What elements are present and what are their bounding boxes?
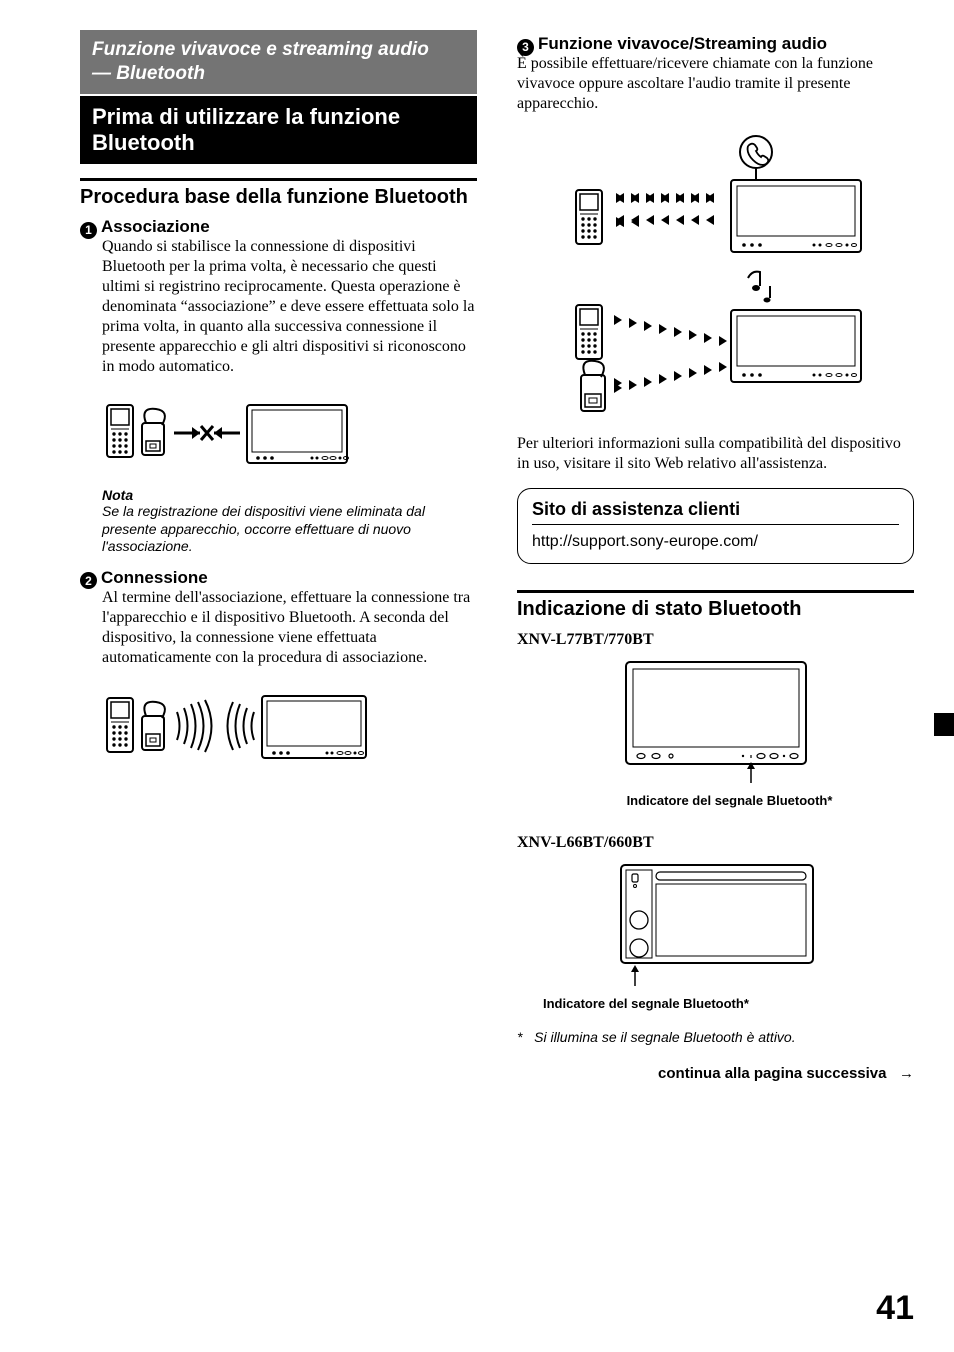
support-title: Sito di assistenza clienti (532, 499, 899, 520)
step-num-1: 1 (80, 222, 97, 239)
support-box: Sito di assistenza clienti http://suppor… (517, 488, 914, 564)
h2-procedura: Procedura base della funzione Bluetooth (80, 185, 477, 209)
rule (80, 178, 477, 181)
compat-text: Per ulteriori informazioni sulla compati… (517, 434, 914, 474)
continue-line: continua alla pagina successiva → (517, 1065, 914, 1082)
band1-line1: Funzione vivavoce e streaming audio (92, 39, 429, 60)
step-body-2: Al termine dell'associazione, effettuare… (102, 588, 477, 668)
step-title-3: Funzione vivavoce/Streaming audio (538, 34, 827, 54)
band2-line2: Bluetooth (92, 130, 195, 155)
step-body-3: È possibile effettuare/ricevere chiamate… (517, 54, 914, 114)
step-title-1: Associazione (101, 217, 210, 237)
indicator-caption-1: Indicatore del segnale Bluetooth (627, 793, 828, 808)
footnote-mark: * (517, 1029, 522, 1045)
arrow-right-icon: → (899, 1065, 914, 1082)
note-heading: Nota (102, 487, 477, 503)
support-url: http://support.sony-europe.com/ (532, 533, 899, 551)
h2-indicazione: Indicazione di stato Bluetooth (517, 597, 914, 621)
step-vivavoce: 3 Funzione vivavoce/Streaming audio È po… (517, 34, 914, 114)
page-body: Funzione vivavoce e streaming audio — Bl… (0, 0, 954, 1102)
footnote: * Si illumina se il segnale Bluetooth è … (517, 1029, 914, 1045)
right-column: 3 Funzione vivavoce/Streaming audio È po… (517, 30, 914, 1082)
step-body-1: Quando si stabilisce la connessione di d… (102, 237, 477, 377)
edge-tab (934, 713, 954, 736)
band2-line1: Prima di utilizzare la funzione (92, 104, 400, 129)
step-connessione: 2 Connessione Al termine dell'associazio… (80, 568, 477, 668)
step-associazione: 1 Associazione Quando si stabilisce la c… (80, 217, 477, 377)
model2-heading: XNV-L66BT/660BT (517, 834, 914, 852)
step-num-3: 3 (517, 39, 534, 56)
left-column: Funzione vivavoce e streaming audio — Bl… (80, 30, 477, 1082)
indicator-caption-2: Indicatore del segnale Bluetooth (543, 996, 744, 1011)
note-block: Nota Se la registrazione dei dispositivi… (80, 487, 477, 556)
step-title-2: Connessione (101, 568, 208, 588)
asterisk1: * (827, 793, 832, 808)
footnote-text: Si illumina se il segnale Bluetooth è at… (534, 1029, 795, 1045)
model2-figure: Indicatore del segnale Bluetooth* (517, 860, 914, 1011)
page-number: 41 (876, 1289, 914, 1328)
continue-text: continua alla pagina successiva (658, 1065, 886, 1082)
model1-figure: Indicatore del segnale Bluetooth* (517, 657, 914, 808)
diagram-pairing (80, 393, 477, 473)
section-band-before-use: Prima di utilizzare la funzione Bluetoot… (80, 96, 477, 165)
note-body: Se la registrazione dei dispositivi vien… (102, 503, 477, 556)
asterisk2: * (744, 996, 749, 1011)
diagram-connection (80, 684, 477, 770)
band1-line2: — Bluetooth (92, 63, 205, 84)
step-num-2: 2 (80, 572, 97, 589)
model1-heading: XNV-L77BT/770BT (517, 631, 914, 649)
rule2 (517, 590, 914, 593)
section-band-bluetooth: Funzione vivavoce e streaming audio — Bl… (80, 30, 477, 94)
diagram-handsfree-streaming (517, 130, 914, 420)
